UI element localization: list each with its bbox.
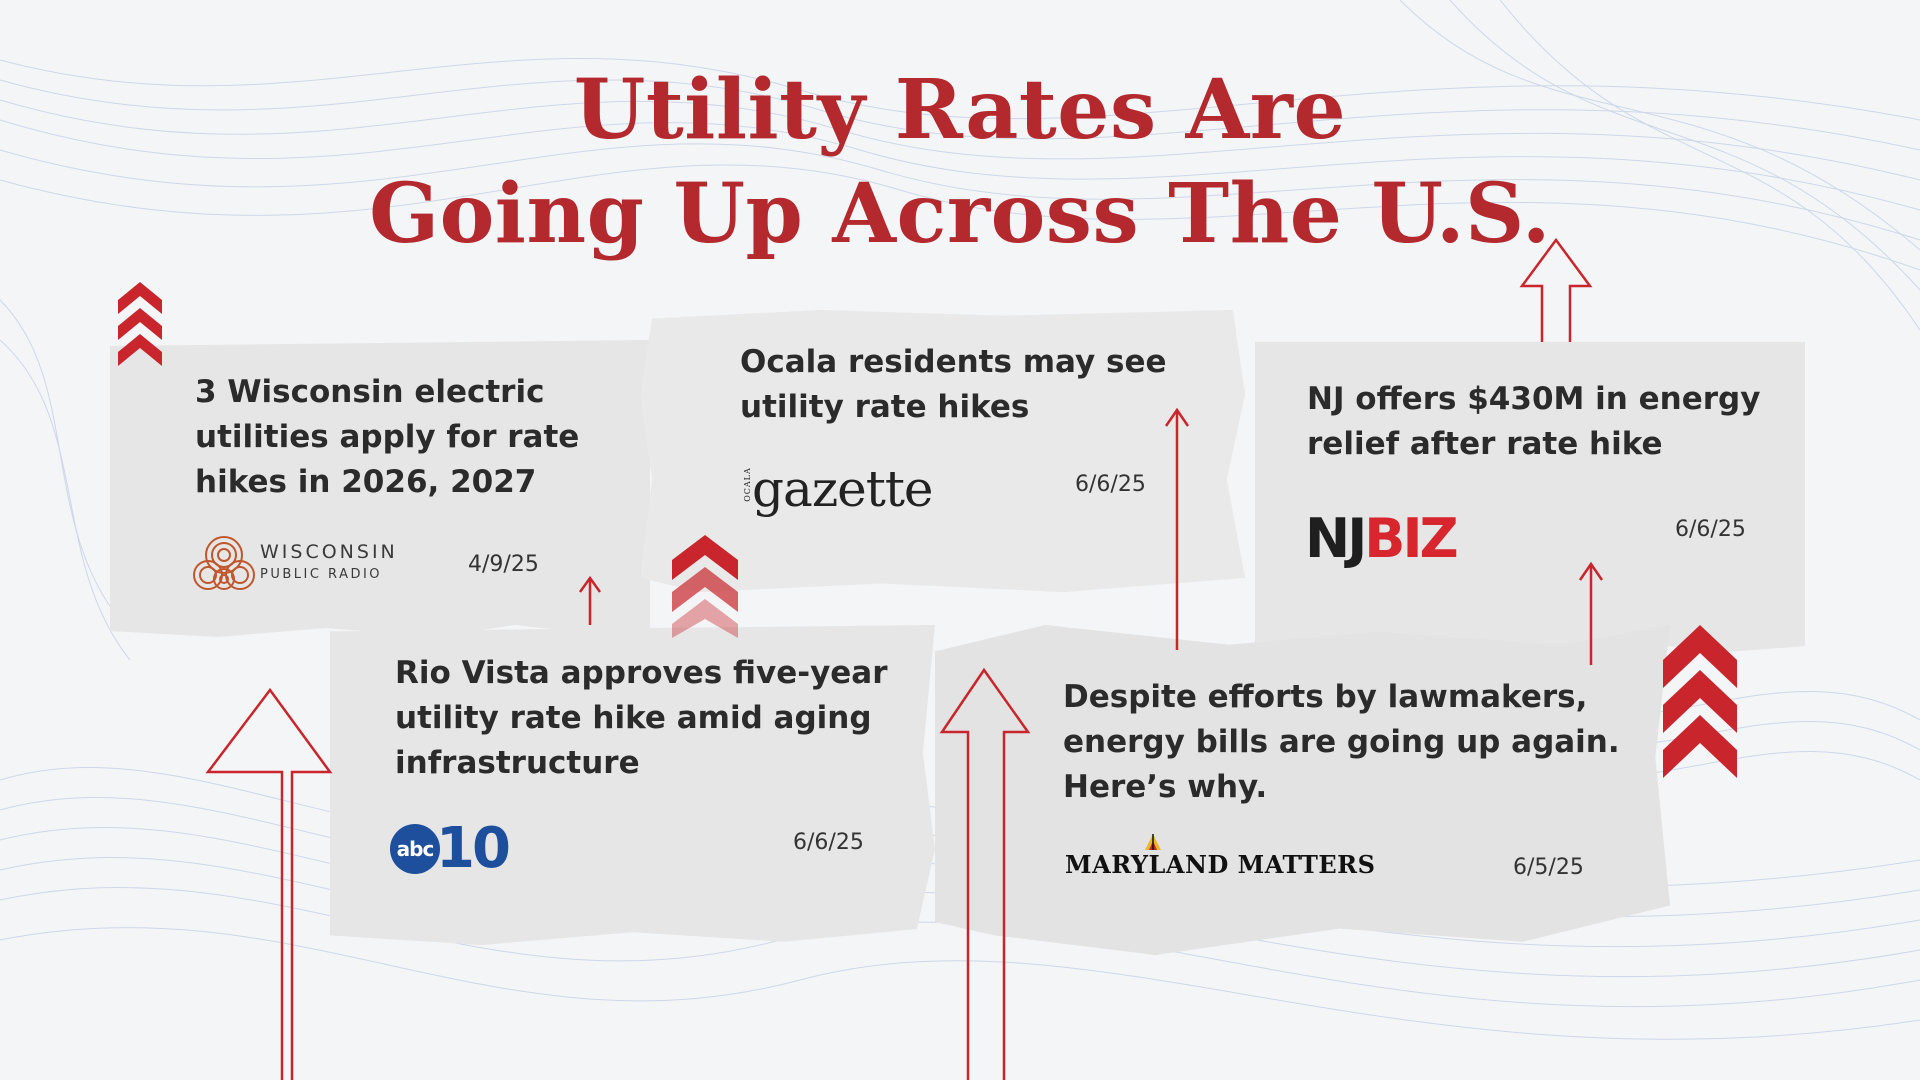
- source-name: gazette: [752, 460, 934, 518]
- wisconsin-public-radio-logo: WISCONSIN PUBLIC RADIO: [192, 535, 412, 595]
- headline-line: utility rate hike amid aging: [395, 700, 872, 736]
- title-line-1: Utility Rates Are: [573, 62, 1347, 158]
- wpr-rings-icon: [193, 536, 255, 590]
- headline-line: NJ offers $430M in energy: [1307, 381, 1761, 417]
- headline-line: Here’s why.: [1063, 769, 1268, 805]
- maryland-flag-icon: [1145, 834, 1161, 850]
- source-name: WISCONSIN: [260, 541, 398, 563]
- source-prefix: OCALA: [742, 467, 752, 502]
- headline-line: Despite efforts by lawmakers,: [1063, 679, 1588, 715]
- page-title: Utility Rates Are Going Up Across The U.…: [0, 58, 1920, 266]
- ocala-gazette-logo: OCALA gazette: [740, 460, 940, 520]
- article-card-maryland-matters[interactable]: Despite efforts by lawmakers, energy bil…: [935, 625, 1670, 955]
- article-headline: Despite efforts by lawmakers, energy bil…: [1063, 675, 1620, 810]
- article-date: 6/5/25: [1513, 855, 1584, 880]
- headline-line: energy bills are going up again.: [1063, 724, 1620, 760]
- article-card-ocala[interactable]: Ocala residents may see utility rate hik…: [640, 310, 1245, 592]
- njbiz-logo: NJBIZ: [1305, 507, 1459, 570]
- article-date: 4/9/25: [468, 552, 539, 577]
- article-card-rio-vista[interactable]: Rio Vista approves five-year utility rat…: [330, 625, 935, 945]
- source-subname: PUBLIC RADIO: [260, 567, 383, 582]
- headline-line: hikes in 2026, 2027: [195, 464, 537, 500]
- maryland-matters-logo: MARYLAND MATTERS: [1065, 834, 1376, 879]
- title-line-2: Going Up Across The U.S.: [369, 166, 1551, 262]
- headline-line: infrastructure: [395, 745, 640, 781]
- article-card-wisconsin[interactable]: 3 Wisconsin electric utilities apply for…: [110, 340, 650, 637]
- headline-line: utilities apply for rate: [195, 419, 580, 455]
- source-name-part1: NJ: [1305, 507, 1367, 570]
- source-name-part2: 10: [436, 816, 511, 881]
- headline-line: relief after rate hike: [1307, 426, 1663, 462]
- headline-line: 3 Wisconsin electric: [195, 374, 545, 410]
- abc10-logo: abc 10: [390, 816, 511, 881]
- source-name: MARYLAND MATTERS: [1065, 850, 1376, 879]
- source-name-part1: abc: [390, 824, 440, 874]
- headline-line: Ocala residents may see: [740, 344, 1167, 380]
- article-headline: Ocala residents may see utility rate hik…: [740, 340, 1167, 430]
- article-headline: 3 Wisconsin electric utilities apply for…: [195, 370, 579, 505]
- source-name-part2: BIZ: [1364, 507, 1458, 570]
- article-date: 6/6/25: [1075, 472, 1146, 497]
- headline-line: utility rate hikes: [740, 389, 1030, 425]
- article-card-njbiz[interactable]: NJ offers $430M in energy relief after r…: [1255, 342, 1805, 656]
- article-headline: Rio Vista approves five-year utility rat…: [395, 651, 888, 786]
- article-date: 6/6/25: [1675, 517, 1746, 542]
- article-headline: NJ offers $430M in energy relief after r…: [1307, 377, 1760, 467]
- article-date: 6/6/25: [793, 830, 864, 855]
- headline-line: Rio Vista approves five-year: [395, 655, 888, 691]
